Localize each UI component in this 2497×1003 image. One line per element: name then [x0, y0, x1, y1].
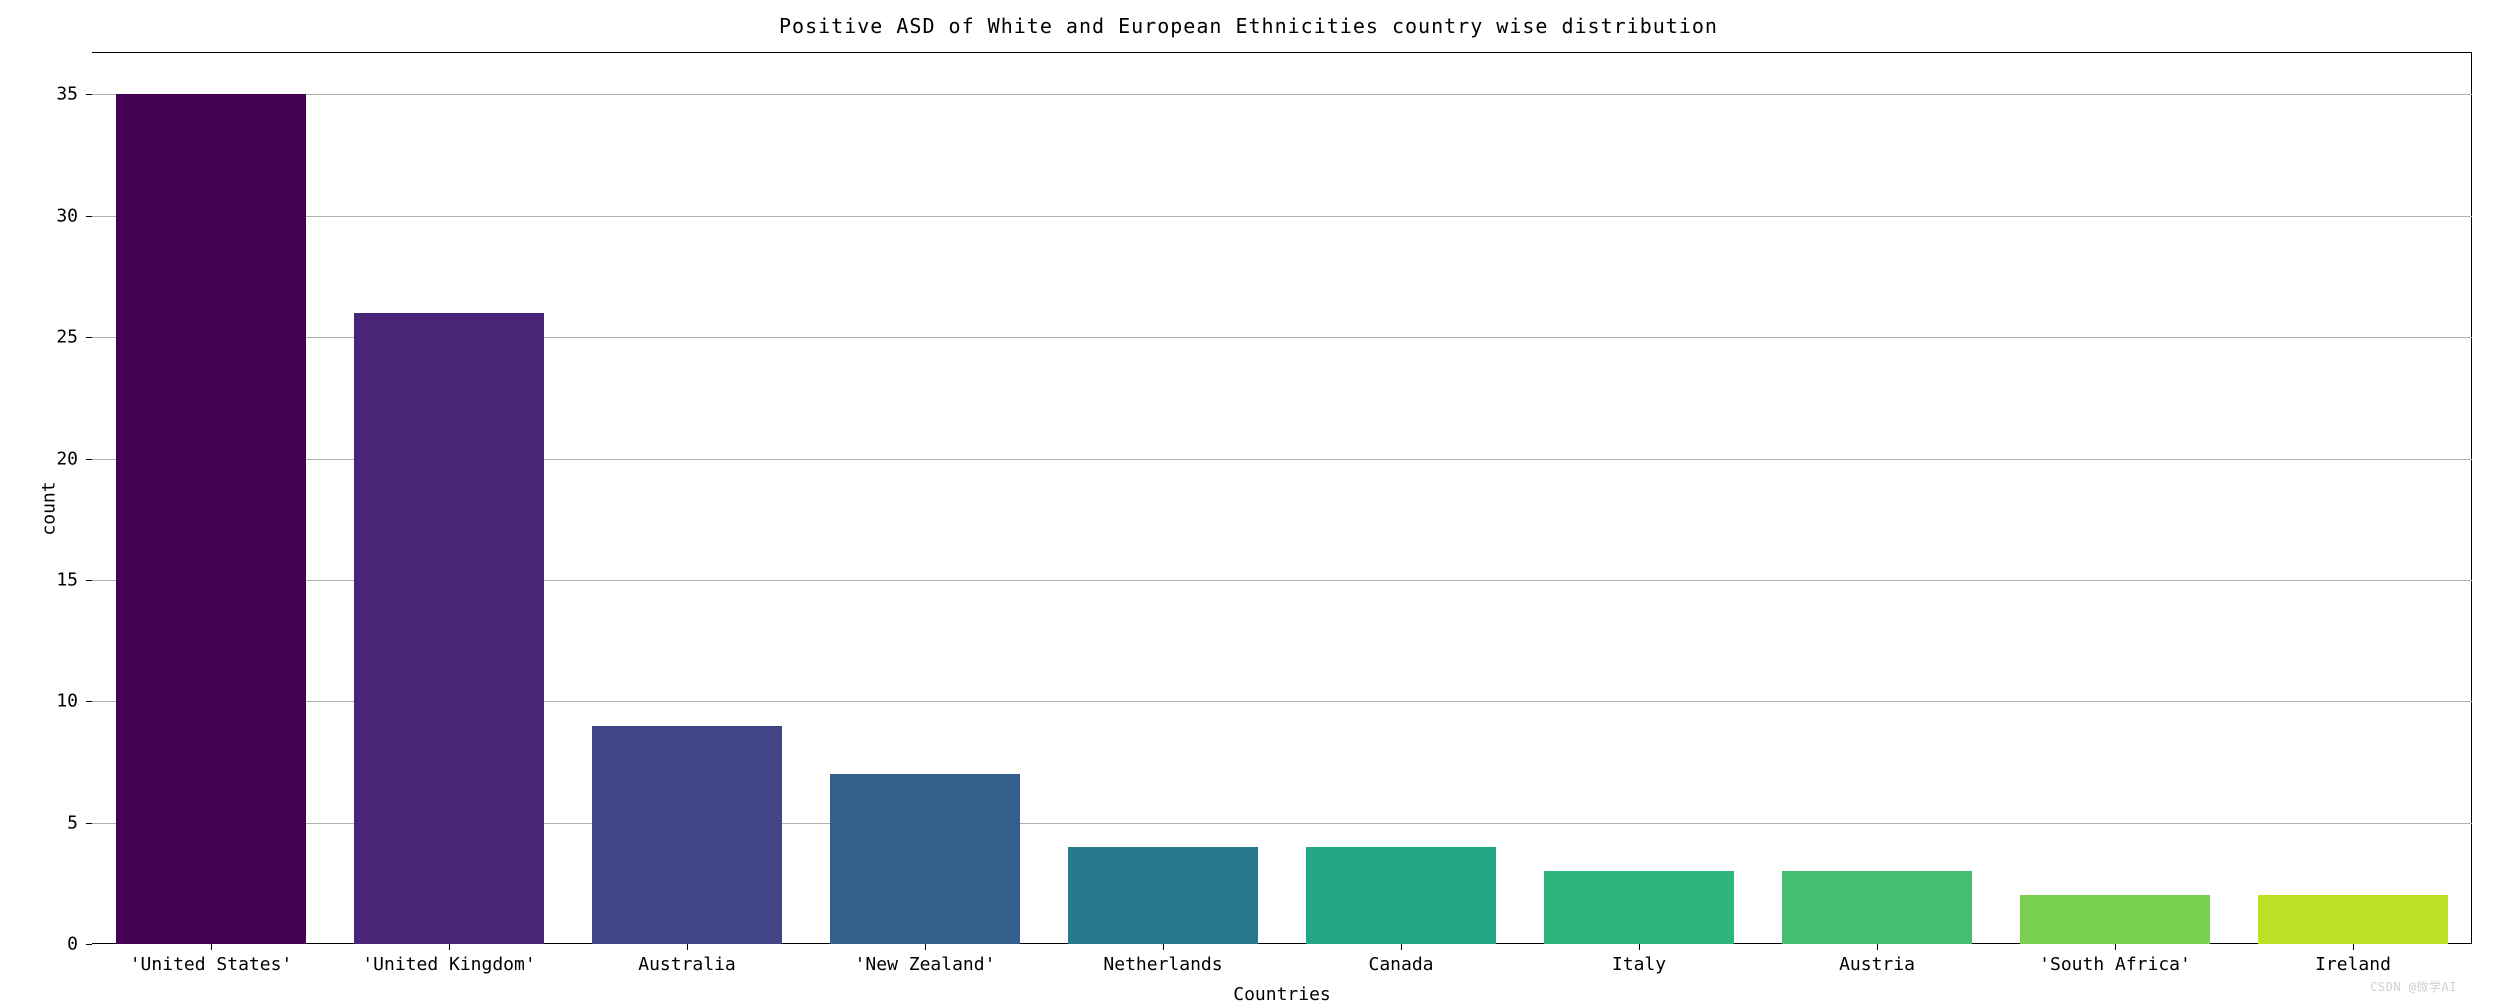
x-tick-label: Canada — [1368, 944, 1433, 975]
bar — [1544, 871, 1734, 944]
y-tick-label: 5 — [67, 812, 92, 833]
right-spine — [2471, 52, 2472, 944]
watermark-text: CSDN @微学AI — [2370, 978, 2457, 995]
x-tick-label: Australia — [638, 944, 736, 975]
x-tick-label: Italy — [1612, 944, 1666, 975]
chart-title: Positive ASD of White and European Ethni… — [0, 14, 2497, 38]
y-tick-label: 0 — [67, 934, 92, 955]
y-tick-label: 25 — [56, 327, 92, 348]
y-gridline — [92, 216, 2472, 217]
bar — [1068, 847, 1258, 944]
y-tick-label: 35 — [56, 84, 92, 105]
y-tick-label: 30 — [56, 205, 92, 226]
y-tick-label: 20 — [56, 448, 92, 469]
bar — [354, 313, 544, 944]
bar — [2020, 895, 2210, 944]
x-tick-label: 'United States' — [130, 944, 293, 975]
x-axis-label: Countries — [1233, 944, 1331, 1003]
bar — [2258, 895, 2448, 944]
plot-area: Countries 05101520253035'United States''… — [92, 52, 2472, 944]
y-gridline — [92, 94, 2472, 95]
x-tick-label: 'New Zealand' — [855, 944, 996, 975]
y-axis-label: count — [39, 481, 60, 535]
top-spine — [92, 52, 2472, 53]
bar — [830, 774, 1020, 944]
bar — [116, 94, 306, 944]
x-tick-label: Ireland — [2315, 944, 2391, 975]
bar — [592, 726, 782, 944]
x-tick-label: 'United Kingdom' — [362, 944, 535, 975]
y-tick-label: 10 — [56, 691, 92, 712]
x-tick-label: Netherlands — [1103, 944, 1222, 975]
bar — [1782, 871, 1972, 944]
y-tick-label: 15 — [56, 569, 92, 590]
figure: Positive ASD of White and European Ethni… — [0, 0, 2497, 1003]
x-tick-label: Austria — [1839, 944, 1915, 975]
x-tick-label: 'South Africa' — [2039, 944, 2191, 975]
bar — [1306, 847, 1496, 944]
